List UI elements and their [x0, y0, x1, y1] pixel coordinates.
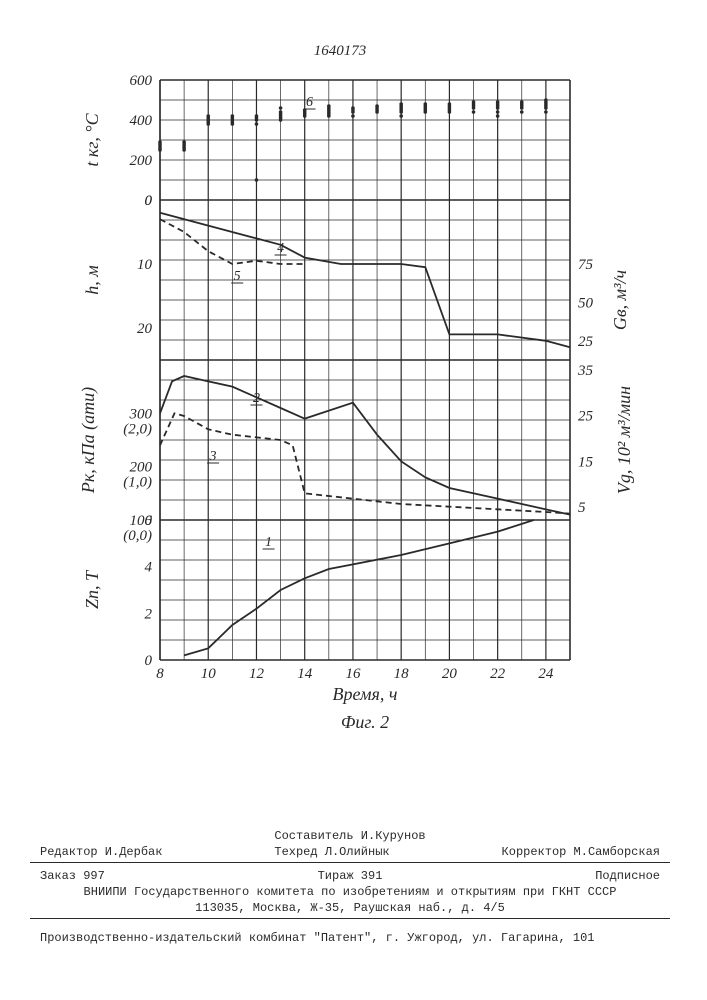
- editor-row: Редактор И.Дербак Техред Л.Олийнык Корре…: [40, 844, 660, 860]
- chart-svg: 1640173 81012141618202224Время, чФиг. 20…: [0, 0, 707, 760]
- svg-text:22: 22: [490, 666, 506, 682]
- rule-2: [30, 918, 670, 919]
- svg-text:0: 0: [145, 653, 153, 669]
- svg-text:14: 14: [297, 666, 313, 682]
- svg-text:50: 50: [578, 295, 594, 311]
- svg-text:Рк, кПа (ати): Рк, кПа (ати): [78, 387, 99, 494]
- svg-text:(2,0): (2,0): [123, 421, 152, 437]
- svg-text:4: 4: [277, 241, 284, 256]
- order-block: Заказ 997 Тираж 391 Подписное ВНИИПИ Гос…: [40, 868, 660, 917]
- svg-text:h, м: h, м: [82, 265, 102, 295]
- svg-text:12: 12: [249, 666, 265, 682]
- svg-text:3: 3: [209, 449, 217, 464]
- addr: 113035, Москва, Ж-35, Раушская наб., д. …: [40, 900, 660, 916]
- subscribe: Подписное: [595, 868, 660, 884]
- svg-text:4: 4: [145, 560, 153, 576]
- svg-text:400: 400: [130, 113, 153, 129]
- svg-text:Время, ч: Время, ч: [333, 684, 398, 704]
- svg-text:25: 25: [578, 334, 594, 350]
- svg-text:24: 24: [538, 666, 554, 682]
- rule-1: [30, 862, 670, 863]
- svg-text:25: 25: [578, 409, 594, 425]
- svg-text:300: 300: [129, 406, 153, 422]
- svg-text:6: 6: [145, 513, 153, 529]
- svg-text:600: 600: [130, 73, 153, 89]
- svg-text:16: 16: [345, 666, 361, 682]
- press-block: Производственно-издательский комбинат "П…: [40, 930, 660, 946]
- svg-text:Zп, T: Zп, T: [82, 569, 102, 609]
- tirage: Тираж 391: [318, 868, 383, 884]
- order: Заказ 997: [40, 868, 105, 884]
- footer-block: Составитель И.Курунов Редактор И.Дербак …: [40, 828, 660, 860]
- order-row: Заказ 997 Тираж 391 Подписное: [40, 868, 660, 884]
- svg-text:18: 18: [394, 666, 410, 682]
- corrector: Корректор М.Самборская: [502, 844, 660, 860]
- svg-text:0: 0: [145, 193, 153, 209]
- svg-text:1: 1: [265, 535, 272, 550]
- compiler-line: Составитель И.Курунов: [40, 828, 660, 844]
- svg-text:8: 8: [156, 666, 164, 682]
- svg-text:10: 10: [137, 257, 153, 273]
- editor: Редактор И.Дербак: [40, 844, 162, 860]
- svg-text:75: 75: [578, 257, 594, 273]
- svg-text:20: 20: [442, 666, 458, 682]
- svg-text:15: 15: [578, 454, 594, 470]
- org: ВНИИПИ Государственного комитета по изоб…: [40, 884, 660, 900]
- press: Производственно-издательский комбинат "П…: [40, 930, 660, 946]
- svg-text:10: 10: [201, 666, 217, 682]
- page: 1640173 81012141618202224Время, чФиг. 20…: [0, 0, 707, 1000]
- svg-text:Vg, 10² м³/мин: Vg, 10² м³/мин: [614, 386, 634, 494]
- svg-text:20: 20: [137, 321, 153, 337]
- svg-text:35: 35: [577, 363, 594, 379]
- svg-text:t кг, °С: t кг, °С: [82, 112, 102, 166]
- svg-text:2: 2: [253, 391, 260, 406]
- svg-text:5: 5: [578, 500, 586, 516]
- svg-text:(0,0): (0,0): [123, 528, 152, 544]
- svg-text:Gв, м³/ч: Gв, м³/ч: [610, 270, 630, 330]
- svg-text:Фиг. 2: Фиг. 2: [341, 712, 389, 732]
- techred: Техред Л.Олийнык: [274, 844, 389, 860]
- svg-text:200: 200: [130, 153, 153, 169]
- svg-text:2: 2: [145, 606, 153, 622]
- svg-text:(1,0): (1,0): [123, 475, 152, 491]
- svg-text:1640173: 1640173: [314, 43, 367, 59]
- svg-text:6: 6: [306, 95, 313, 110]
- svg-text:5: 5: [234, 269, 241, 284]
- svg-text:200: 200: [130, 460, 153, 476]
